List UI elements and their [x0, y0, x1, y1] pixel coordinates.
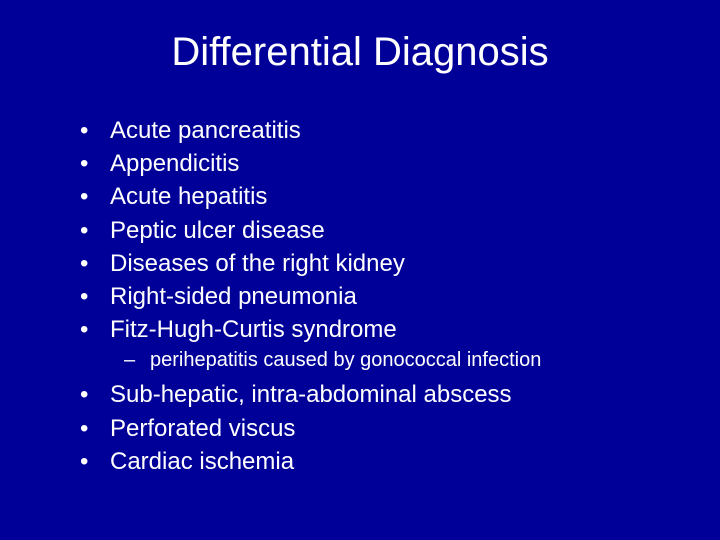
bullet-item: • Appendicitis	[80, 148, 660, 179]
bullet-item: • Acute hepatitis	[80, 181, 660, 212]
bullet-icon: •	[80, 281, 110, 312]
bullet-text: Perforated viscus	[110, 413, 295, 444]
sub-bullet-icon: –	[124, 347, 150, 373]
bullet-text: Right-sided pneumonia	[110, 281, 357, 312]
bullet-item: • Acute pancreatitis	[80, 115, 660, 146]
bullet-item: • Sub-hepatic, intra-abdominal abscess	[80, 379, 660, 410]
bullet-text: Cardiac ischemia	[110, 446, 294, 477]
bullet-text: Sub-hepatic, intra-abdominal abscess	[110, 379, 512, 410]
sub-bullet-item: – perihepatitis caused by gonococcal inf…	[80, 347, 660, 373]
bullet-item: • Diseases of the right kidney	[80, 248, 660, 279]
bullet-icon: •	[80, 181, 110, 212]
bullet-text: Acute pancreatitis	[110, 115, 301, 146]
bullet-icon: •	[80, 215, 110, 246]
bullet-item: • Cardiac ischemia	[80, 446, 660, 477]
sub-bullet-text: perihepatitis caused by gonococcal infec…	[150, 347, 541, 373]
bullet-item: • Perforated viscus	[80, 413, 660, 444]
bullet-text: Diseases of the right kidney	[110, 248, 405, 279]
bullet-icon: •	[80, 148, 110, 179]
slide-title: Differential Diagnosis	[60, 30, 660, 75]
bullet-icon: •	[80, 446, 110, 477]
bullet-text: Acute hepatitis	[110, 181, 267, 212]
bullet-text: Peptic ulcer disease	[110, 215, 325, 246]
bullet-icon: •	[80, 413, 110, 444]
bullet-icon: •	[80, 314, 110, 345]
bullet-item: • Fitz-Hugh-Curtis syndrome	[80, 314, 660, 345]
bullet-item: • Peptic ulcer disease	[80, 215, 660, 246]
bullet-icon: •	[80, 248, 110, 279]
bullet-icon: •	[80, 379, 110, 410]
slide: Differential Diagnosis • Acute pancreati…	[0, 0, 720, 540]
slide-body: • Acute pancreatitis • Appendicitis • Ac…	[60, 115, 660, 477]
bullet-text: Fitz-Hugh-Curtis syndrome	[110, 314, 397, 345]
bullet-icon: •	[80, 115, 110, 146]
bullet-text: Appendicitis	[110, 148, 239, 179]
bullet-item: • Right-sided pneumonia	[80, 281, 660, 312]
